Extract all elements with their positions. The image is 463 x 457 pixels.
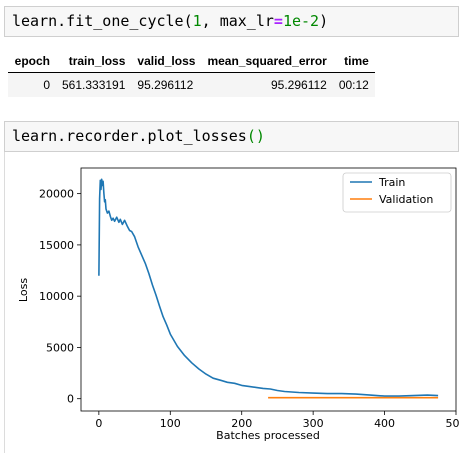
x-axis: 0 100 200 300 400 500 <box>95 411 463 430</box>
code-cell-fit[interactable]: learn.fit_one_cycle(1, max_lr=1e-2) <box>4 6 459 37</box>
table-header-row: epoch train_loss valid_loss mean_squared… <box>8 50 375 73</box>
cell-train-loss: 561.333191 <box>56 72 132 97</box>
series-group <box>98 178 439 399</box>
x-tick-label: 400 <box>374 417 395 430</box>
y-tick-label: 0 <box>67 393 74 406</box>
code-equals: = <box>273 12 283 30</box>
code-func: learn.recorder.plot_losses <box>12 127 247 145</box>
legend-label-train: Train <box>378 176 405 189</box>
code-cell-plot[interactable]: learn.recorder.plot_losses() <box>4 121 459 152</box>
x-tick-label: 300 <box>303 417 324 430</box>
code-paren-close: ) <box>319 12 329 30</box>
loss-chart: 0 5000 10000 15000 20000 0 100 200 300 400 500 Ba… <box>17 167 463 442</box>
table-row: 0 561.333191 95.296112 95.296112 00:12 <box>8 72 375 97</box>
code-arg-epochs: 1 <box>192 12 202 30</box>
code-separator: , <box>201 12 220 30</box>
plot-output: 0 5000 10000 15000 20000 0 100 200 300 400 500 Ba… <box>4 152 463 453</box>
header-mse: mean_squared_error <box>201 50 333 73</box>
x-tick-label: 200 <box>231 417 252 430</box>
code-func: learn.fit_one_cycle <box>12 12 184 30</box>
y-axis-label: Loss <box>17 278 30 302</box>
y-tick-label: 10000 <box>39 290 74 303</box>
code-arg-lr: 1e-2 <box>282 12 320 30</box>
x-tick-label: 0 <box>95 417 102 430</box>
header-time: time <box>332 50 375 73</box>
y-tick-label: 15000 <box>39 239 74 252</box>
header-valid-loss: valid_loss <box>131 50 202 73</box>
legend: Train Validation <box>342 172 452 213</box>
x-axis-label: Batches processed <box>216 429 320 442</box>
cell-time: 00:12 <box>332 72 375 97</box>
y-tick-label: 20000 <box>39 188 74 201</box>
y-tick-label: 5000 <box>46 341 74 354</box>
legend-label-validation: Validation <box>379 193 433 206</box>
results-table: epoch train_loss valid_loss mean_squared… <box>8 50 375 97</box>
series-line-train <box>98 178 439 397</box>
header-train-loss: train_loss <box>56 50 132 73</box>
x-tick-label: 500 <box>446 417 460 430</box>
x-tick-label: 100 <box>160 417 181 430</box>
cell-epoch: 0 <box>8 72 56 97</box>
code-kwarg: max_lr <box>219 12 274 30</box>
code-call-parens: () <box>246 127 265 145</box>
cell-mse: 95.296112 <box>201 72 333 97</box>
y-axis: 0 5000 10000 15000 20000 <box>39 188 81 406</box>
cell-valid-loss: 95.296112 <box>131 72 202 97</box>
header-epoch: epoch <box>8 50 56 73</box>
code-paren-open: ( <box>183 12 193 30</box>
